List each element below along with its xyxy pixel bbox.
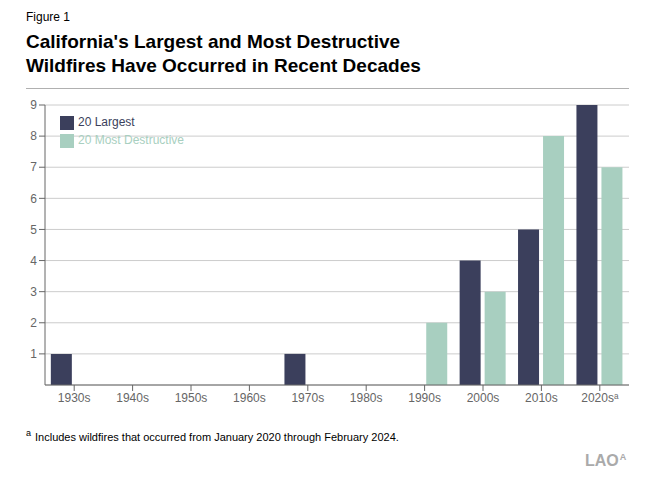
html-text:LAOA: LAOA — [585, 452, 627, 470]
html-text:20 Largest: 20 Largest — [78, 115, 135, 129]
html-text:California's Largest and Most: California's Largest and Most Destructiv… — [26, 31, 401, 52]
svg-text:1940s: 1940s — [116, 391, 149, 405]
html-text:20 Most Destructive: 20 Most Destructive — [78, 133, 184, 147]
svg-text:6: 6 — [30, 192, 37, 206]
svg-text:1980s: 1980s — [350, 391, 383, 405]
svg-text:9: 9 — [30, 98, 37, 112]
html-text:Figure 1: Figure 1 — [26, 10, 70, 24]
svg-text:5: 5 — [30, 223, 37, 237]
svg-text:1950s: 1950s — [175, 391, 208, 405]
svg-text:1990s: 1990s — [408, 391, 441, 405]
svg-text:2000s: 2000s — [467, 391, 500, 405]
svg-text:2010s: 2010s — [525, 391, 558, 405]
svg-text:7: 7 — [30, 160, 37, 174]
svg-text:1: 1 — [30, 347, 37, 361]
svg-text:4: 4 — [30, 254, 37, 268]
svg-text:8: 8 — [30, 129, 37, 143]
svg-text:2: 2 — [30, 316, 37, 330]
svg-text:1970s: 1970s — [291, 391, 324, 405]
svg-text:1960s: 1960s — [233, 391, 266, 405]
html-text:Wildfires Have Occurred in Rec: Wildfires Have Occurred in Recent Decade… — [26, 55, 421, 76]
svg-text:2020sᵃ: 2020sᵃ — [581, 391, 619, 405]
html-text:a Includes wildfires that occu: a Includes wildfires that occurred from … — [26, 428, 399, 443]
svg-text:1930s: 1930s — [58, 391, 91, 405]
svg-text:3: 3 — [30, 285, 37, 299]
